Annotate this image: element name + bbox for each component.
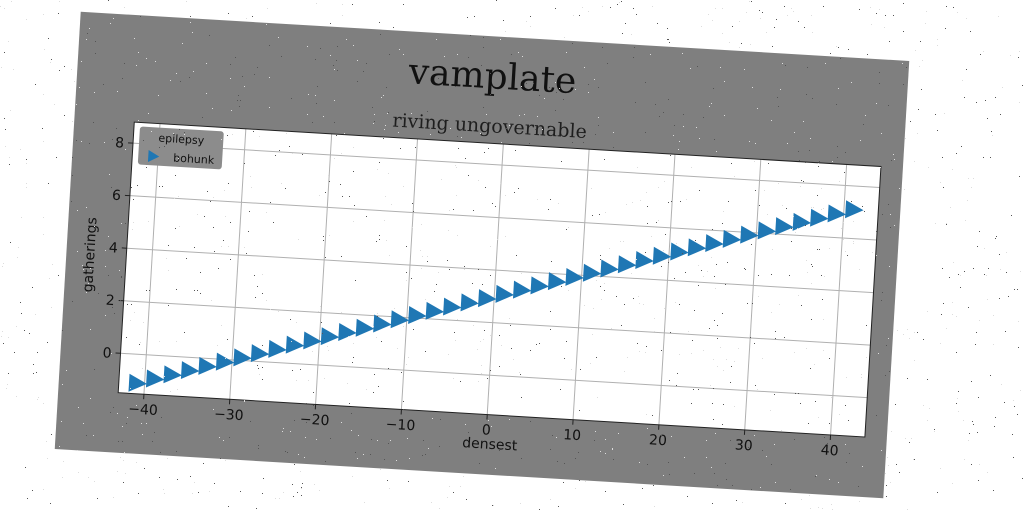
data-point-marker bbox=[460, 293, 480, 312]
x-grid-line bbox=[229, 128, 247, 400]
data-point-marker bbox=[512, 280, 532, 299]
data-point-marker bbox=[250, 344, 270, 363]
data-point-marker bbox=[547, 272, 567, 291]
x-tick-label: 30 bbox=[734, 437, 753, 454]
x-grid-line bbox=[830, 164, 848, 436]
data-point-marker bbox=[810, 208, 829, 227]
chart-subtitle: riving ungovernable bbox=[392, 109, 588, 143]
data-point-marker bbox=[215, 352, 235, 371]
legend: epilepsy bohunk bbox=[137, 126, 224, 170]
y-grid-line bbox=[132, 142, 880, 189]
data-point-marker bbox=[705, 234, 724, 253]
data-point-marker bbox=[338, 322, 357, 341]
series-bohunk bbox=[128, 200, 864, 392]
data-point-marker bbox=[652, 246, 672, 265]
y-tick-label: 0 bbox=[102, 345, 112, 362]
data-point-marker bbox=[495, 284, 514, 303]
data-point-marker bbox=[635, 251, 654, 269]
y-tick-label: 8 bbox=[115, 135, 125, 152]
x-grid-line bbox=[572, 149, 590, 420]
data-point-marker bbox=[757, 221, 777, 240]
data-point-marker bbox=[180, 361, 200, 380]
y-grid-line bbox=[123, 300, 871, 346]
x-tick-label: −20 bbox=[299, 412, 329, 430]
legend-title: epilepsy bbox=[158, 132, 205, 148]
data-point-marker bbox=[792, 212, 812, 231]
chart-title: vamplate bbox=[407, 51, 578, 102]
x-grid-line bbox=[400, 138, 418, 410]
data-point-marker bbox=[198, 356, 217, 375]
data-point-marker bbox=[268, 339, 287, 358]
data-point-marker bbox=[582, 263, 602, 282]
data-point-marker bbox=[530, 276, 549, 295]
legend-marker-triangle-right bbox=[147, 150, 160, 163]
y-grid-line bbox=[126, 247, 874, 294]
data-point-marker bbox=[827, 204, 847, 223]
x-grid-line bbox=[658, 154, 676, 425]
x-tick-label: 10 bbox=[563, 427, 582, 444]
x-grid-line bbox=[486, 144, 504, 415]
data-point-marker bbox=[670, 242, 689, 261]
data-point-marker bbox=[740, 225, 759, 244]
data-point-marker bbox=[303, 331, 322, 350]
y-tick-label: 2 bbox=[105, 293, 115, 310]
data-point-marker bbox=[443, 297, 462, 316]
data-point-marker bbox=[163, 365, 182, 384]
data-point-marker bbox=[355, 318, 375, 337]
x-tick-label: −30 bbox=[214, 406, 244, 424]
legend-box bbox=[137, 126, 224, 170]
data-point-marker bbox=[425, 301, 445, 320]
y-tick-label: 4 bbox=[108, 240, 118, 257]
plot-frame bbox=[117, 121, 882, 438]
x-tick-label: 20 bbox=[649, 432, 668, 449]
data-point-marker bbox=[617, 255, 637, 274]
data-point-marker bbox=[845, 200, 864, 219]
x-grid-line bbox=[143, 123, 161, 395]
data-point-marker bbox=[687, 238, 707, 257]
x-tick-label: 40 bbox=[820, 442, 839, 459]
data-point-marker bbox=[373, 314, 392, 333]
x-axis-ticks: −40 −30 −20 −10 0 10 20 30 40 bbox=[128, 394, 839, 459]
x-grid-line bbox=[744, 159, 762, 430]
data-point-marker bbox=[565, 267, 584, 286]
data-point-marker bbox=[722, 229, 742, 248]
data-point-marker bbox=[775, 217, 794, 236]
y-axis-ticks: 0 2 4 6 8 bbox=[102, 135, 134, 362]
data-point-marker bbox=[233, 348, 252, 367]
data-point-marker bbox=[285, 335, 305, 354]
data-point-marker bbox=[600, 259, 619, 278]
data-point-marker bbox=[478, 289, 497, 308]
data-point-marker bbox=[408, 306, 427, 325]
x-tick-label: 0 bbox=[481, 422, 491, 439]
y-tick-label: 6 bbox=[111, 188, 121, 205]
data-point-marker bbox=[145, 369, 165, 388]
chart-figure: vamplate riving ungovernable −40 −30 −20 −1… bbox=[54, 11, 910, 499]
x-tick-label: −10 bbox=[385, 417, 415, 435]
x-axis-label: densest bbox=[462, 435, 518, 454]
chart-canvas: vamplate riving ungovernable −40 −30 −20 −1… bbox=[80, 51, 882, 459]
y-axis-label: gatherings bbox=[80, 217, 100, 293]
plot-area bbox=[118, 122, 881, 438]
x-grid-line bbox=[315, 133, 333, 405]
data-point-marker bbox=[128, 373, 147, 392]
legend-entry-bohunk: bohunk bbox=[173, 152, 215, 167]
x-tick-label: −40 bbox=[128, 401, 158, 419]
data-point-marker bbox=[390, 310, 410, 329]
data-point-marker bbox=[320, 327, 340, 346]
